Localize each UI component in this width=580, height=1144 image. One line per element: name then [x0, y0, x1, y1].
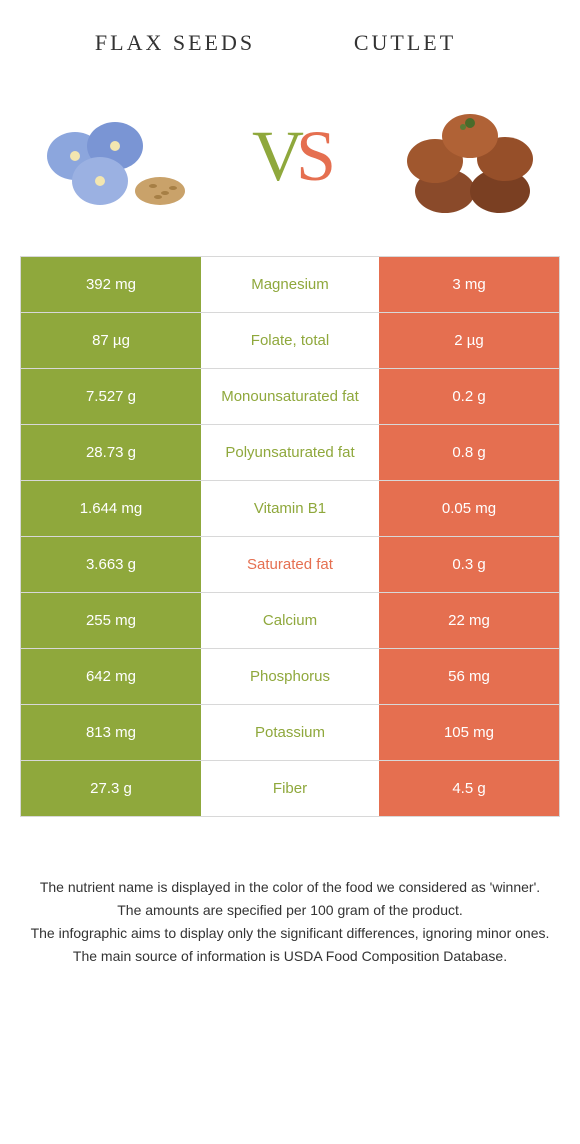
left-value-cell: 255 mg — [21, 593, 201, 648]
right-value-cell: 56 mg — [379, 649, 559, 704]
table-row: 7.527 gMonounsaturated fat0.2 g — [21, 369, 559, 425]
left-value-cell: 3.663 g — [21, 537, 201, 592]
footer-line-1: The nutrient name is displayed in the co… — [30, 877, 550, 898]
left-food-title: Flax seeds — [60, 30, 290, 56]
nutrient-name-cell: Magnesium — [201, 257, 379, 312]
left-value-cell: 1.644 mg — [21, 481, 201, 536]
right-value-cell: 2 µg — [379, 313, 559, 368]
images-row: VS — [0, 66, 580, 256]
left-value-cell: 87 µg — [21, 313, 201, 368]
right-value-cell: 105 mg — [379, 705, 559, 760]
footer-line-2: The amounts are specified per 100 gram o… — [30, 900, 550, 921]
left-value-cell: 813 mg — [21, 705, 201, 760]
nutrient-name-cell: Monounsaturated fat — [201, 369, 379, 424]
nutrient-table: 392 mgMagnesium3 mg87 µgFolate, total2 µ… — [20, 256, 560, 817]
right-value-cell: 22 mg — [379, 593, 559, 648]
table-row: 28.73 gPolyunsaturated fat0.8 g — [21, 425, 559, 481]
table-row: 3.663 gSaturated fat0.3 g — [21, 537, 559, 593]
left-value-cell: 7.527 g — [21, 369, 201, 424]
right-food-title: Cutlet — [290, 30, 520, 56]
vs-v: V — [252, 116, 296, 196]
table-row: 87 µgFolate, total2 µg — [21, 313, 559, 369]
nutrient-name-cell: Folate, total — [201, 313, 379, 368]
table-row: 1.644 mgVitamin B10.05 mg — [21, 481, 559, 537]
right-value-cell: 3 mg — [379, 257, 559, 312]
nutrient-name-cell: Vitamin B1 — [201, 481, 379, 536]
nutrient-name-cell: Saturated fat — [201, 537, 379, 592]
left-value-cell: 27.3 g — [21, 761, 201, 816]
header: Flax seeds Cutlet — [0, 0, 580, 66]
nutrient-name-cell: Fiber — [201, 761, 379, 816]
right-value-cell: 0.8 g — [379, 425, 559, 480]
footer-line-4: The main source of information is USDA F… — [30, 946, 550, 967]
flax-seeds-image — [20, 86, 200, 226]
nutrient-name-cell: Phosphorus — [201, 649, 379, 704]
footer-line-3: The infographic aims to display only the… — [30, 923, 550, 944]
footer-notes: The nutrient name is displayed in the co… — [30, 877, 550, 967]
cutlet-image — [380, 86, 560, 226]
left-value-cell: 642 mg — [21, 649, 201, 704]
left-value-cell: 392 mg — [21, 257, 201, 312]
table-row: 642 mgPhosphorus56 mg — [21, 649, 559, 705]
right-value-cell: 4.5 g — [379, 761, 559, 816]
nutrient-name-cell: Potassium — [201, 705, 379, 760]
table-row: 27.3 gFiber4.5 g — [21, 761, 559, 817]
vs-label: VS — [225, 115, 355, 198]
table-row: 255 mgCalcium22 mg — [21, 593, 559, 649]
right-value-cell: 0.2 g — [379, 369, 559, 424]
vs-s: S — [296, 116, 328, 196]
right-value-cell: 0.3 g — [379, 537, 559, 592]
left-value-cell: 28.73 g — [21, 425, 201, 480]
table-row: 392 mgMagnesium3 mg — [21, 257, 559, 313]
nutrient-name-cell: Polyunsaturated fat — [201, 425, 379, 480]
table-row: 813 mgPotassium105 mg — [21, 705, 559, 761]
nutrient-name-cell: Calcium — [201, 593, 379, 648]
right-value-cell: 0.05 mg — [379, 481, 559, 536]
